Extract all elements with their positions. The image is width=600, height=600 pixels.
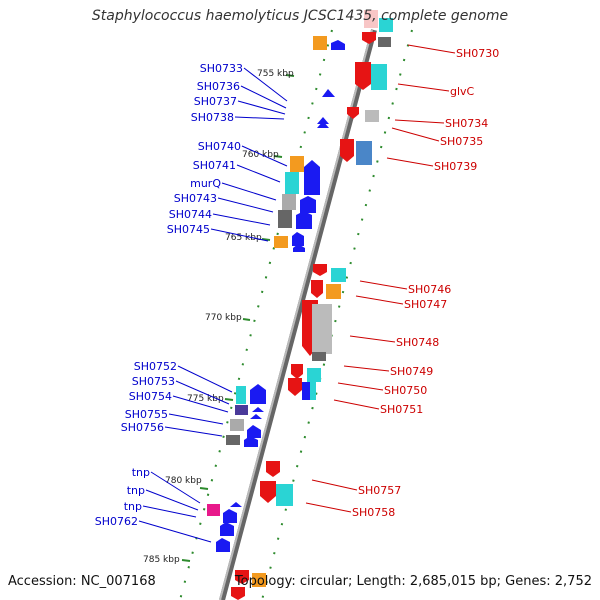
kbp-tick-label: 775 kbp bbox=[187, 394, 224, 404]
gene-label-link[interactable]: SH0740 bbox=[198, 140, 241, 153]
gene-label-link[interactable]: SH0747 bbox=[404, 298, 447, 311]
kbp-tick-label: 765 kbp bbox=[225, 233, 262, 243]
gene-leader-line bbox=[355, 295, 404, 305]
gene-leader-line bbox=[391, 127, 440, 142]
genome-backbone bbox=[219, 29, 377, 600]
gene-label-link[interactable]: SH0743 bbox=[174, 192, 217, 205]
gene-leader-line bbox=[138, 520, 212, 543]
gene-leader-line bbox=[172, 395, 229, 413]
kbp-tick-label: 755 kbp bbox=[257, 69, 294, 79]
gene-leader-line bbox=[212, 213, 271, 226]
gene-label-link[interactable]: murQ bbox=[190, 177, 221, 190]
gene-leader-line bbox=[217, 197, 274, 213]
gene-label-link[interactable]: SH0753 bbox=[132, 375, 175, 388]
gene-leader-line bbox=[349, 335, 396, 343]
gene-label-link[interactable]: SH0739 bbox=[434, 160, 477, 173]
left-gene-features bbox=[207, 36, 345, 552]
gene-leader-line bbox=[210, 228, 269, 242]
gene-label-link[interactable]: SH0752 bbox=[134, 360, 177, 373]
gene-leader-line bbox=[337, 382, 384, 391]
gene-leader-line bbox=[142, 505, 197, 518]
gene-label-link[interactable]: SH0758 bbox=[352, 506, 395, 519]
right-gene-features bbox=[231, 10, 393, 600]
gene-leader-line bbox=[359, 280, 408, 290]
gene-leader-line bbox=[386, 157, 434, 167]
gene-label-link[interactable]: SH0751 bbox=[380, 403, 423, 416]
gene-leader-line bbox=[243, 67, 288, 102]
accession-text: Accession: NC_007168 bbox=[8, 574, 156, 589]
gene-leader-line bbox=[394, 119, 445, 124]
gene-label-link[interactable]: SH0756 bbox=[121, 421, 164, 434]
gene-leader-line bbox=[343, 365, 390, 372]
gene-leader-line bbox=[397, 83, 450, 92]
gene-leader-line bbox=[333, 399, 380, 410]
gene-label-link[interactable]: SH0750 bbox=[384, 384, 427, 397]
gene-label-link[interactable]: tnp bbox=[132, 466, 150, 479]
gene-label-link[interactable]: SH0745 bbox=[167, 223, 210, 236]
gene-label-link[interactable]: SH0730 bbox=[456, 47, 499, 60]
gene-leader-line bbox=[240, 85, 287, 109]
gene-leader-line bbox=[150, 471, 201, 504]
gene-label-link[interactable]: SH0746 bbox=[408, 283, 451, 296]
gene-leader-line bbox=[407, 44, 456, 54]
gene-leader-line bbox=[241, 145, 288, 167]
gene-label-link[interactable]: SH0734 bbox=[445, 117, 488, 130]
gene-label-link[interactable]: SH0748 bbox=[396, 336, 439, 349]
gene-leader-line bbox=[145, 489, 199, 511]
gene-label-link[interactable]: glvC bbox=[450, 85, 475, 98]
gene-label-link[interactable]: tnp bbox=[124, 500, 142, 513]
gene-leader-line bbox=[311, 479, 358, 491]
gene-leader-line bbox=[168, 413, 224, 425]
gene-label-link[interactable]: SH0744 bbox=[169, 208, 212, 221]
gene-label-link[interactable]: SH0741 bbox=[193, 159, 236, 172]
gene-leader-line bbox=[175, 380, 230, 405]
gene-label-link[interactable]: SH0737 bbox=[194, 95, 237, 108]
gene-leader-line bbox=[237, 100, 286, 115]
kbp-tick-marks bbox=[181, 74, 295, 562]
topology-summary: Topology: circular; Length: 2,685,015 bp… bbox=[234, 574, 592, 589]
gene-leader-line bbox=[234, 116, 285, 120]
gene-label-link[interactable]: SH0749 bbox=[390, 365, 433, 378]
gene-label-link[interactable]: SH0738 bbox=[191, 111, 234, 124]
kbp-tick-label: 785 kbp bbox=[143, 555, 180, 565]
kbp-tick-labels: 755 kbp 760 kbp 765 kbp 770 kbp 775 kbp 780 k… bbox=[143, 69, 294, 565]
gene-leader-line bbox=[164, 426, 223, 437]
gene-leader-line bbox=[177, 365, 233, 393]
kbp-tick-label: 760 kbp bbox=[242, 150, 279, 160]
left-gene-labels: SH0733 SH0736 SH0737 SH0738 SH0740 SH0741 murQ… bbox=[95, 62, 288, 543]
gene-label-link[interactable]: SH0757 bbox=[358, 484, 401, 497]
gene-label-link[interactable]: SH0733 bbox=[200, 62, 243, 75]
gene-label-link[interactable]: SH0762 bbox=[95, 515, 138, 528]
kbp-tick-label: 770 kbp bbox=[205, 313, 242, 323]
gene-label-link[interactable]: SH0736 bbox=[197, 80, 240, 93]
right-gene-labels: SH0730 glvC SH0734 SH0735 SH0739 SH0746 SH0747… bbox=[305, 44, 499, 519]
gene-leader-line bbox=[221, 182, 277, 201]
gene-label-link[interactable]: SH0735 bbox=[440, 135, 483, 148]
genome-title: Staphylococcus haemolyticus JCSC1435, co… bbox=[91, 8, 509, 24]
gene-label-link[interactable]: SH0755 bbox=[125, 408, 168, 421]
gene-leader-line bbox=[305, 502, 352, 513]
gene-leader-line bbox=[236, 164, 281, 183]
kbp-tick-label: 780 kbp bbox=[165, 476, 202, 486]
genome-backbone-highlight bbox=[219, 29, 373, 600]
gene-label-link[interactable]: SH0754 bbox=[129, 390, 172, 403]
gene-label-link[interactable]: tnp bbox=[127, 484, 145, 497]
